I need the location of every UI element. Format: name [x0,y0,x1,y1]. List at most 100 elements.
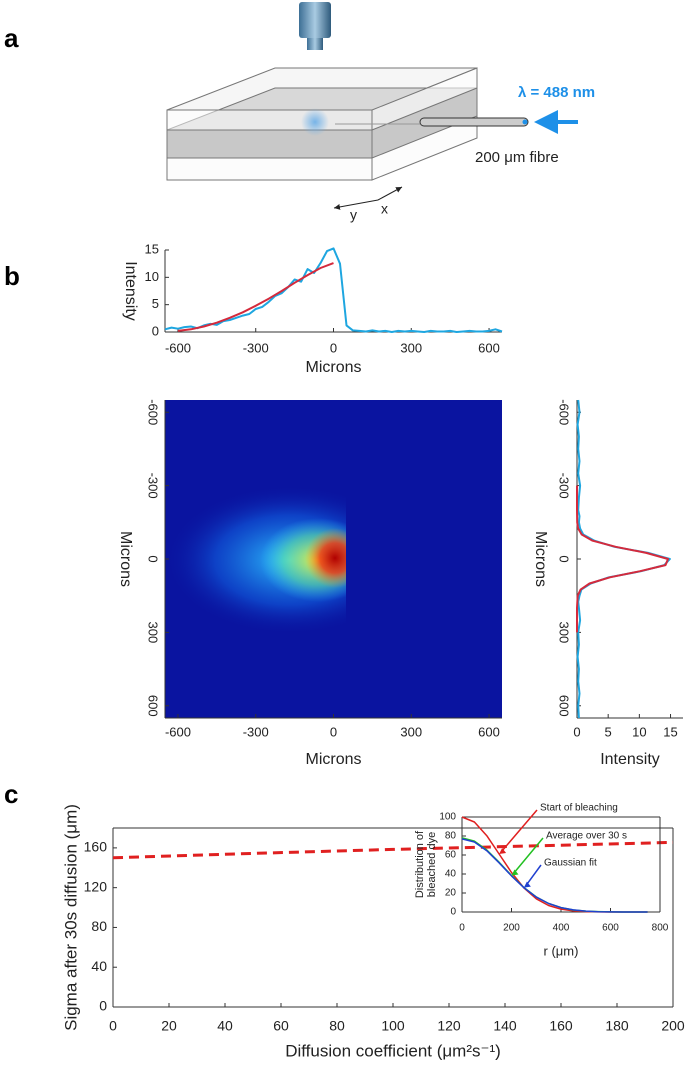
x-tick-label: 10 [632,724,646,739]
objective-tip [307,38,323,50]
beam-spot [301,108,329,136]
x-axis-label: Microns [305,751,361,768]
x-tick-label: 200 [503,923,520,934]
x-axis-label: Intensity [600,751,660,768]
y-tick-label: -300 [146,473,161,499]
x-tick-label: 0 [459,923,465,934]
y-tick-label: 5 [152,296,159,311]
y-axis-label: Intensity [122,261,139,321]
series-line [177,262,334,332]
x-tick-label: 300 [400,340,422,355]
series-line [164,247,503,333]
y-axis-label: bleached dye [426,832,438,897]
y-tick-label: 120 [84,878,108,894]
x-tick-label: 600 [602,923,619,934]
series-line [112,840,674,860]
y-tick-label: 0 [557,555,572,562]
heatmap-image [165,400,502,718]
y-tick-label: 100 [439,812,456,823]
y-tick-label: 0 [99,998,107,1014]
y-tick-label: 80 [91,918,107,934]
annotation-arrowhead [499,847,507,854]
x-tick-label: 140 [493,1018,517,1034]
y-tick-label: 160 [84,839,108,855]
y-tick-label: 40 [445,869,457,880]
series-line [576,485,669,633]
annotation: Average over 30 s [546,831,627,842]
y-tick-label: 600 [557,695,572,717]
y-tick-label: 15 [145,241,159,256]
y-tick-label: 80 [445,831,457,842]
y-tick-label: 40 [91,958,107,974]
annotation-arrowhead [523,881,531,888]
x-tick-label: 40 [217,1018,233,1034]
x-tick-label: 0 [330,724,337,739]
series-line [461,838,648,913]
fibre-label: 200 μm fibre [475,149,559,166]
x-tick-label: -300 [243,340,269,355]
y-tick-label: 0 [146,555,161,562]
axis-arrow [377,186,403,201]
panel-label: c [4,779,18,809]
y-tick-label: 0 [450,907,456,918]
annotation-arrow [525,864,542,887]
slab-front [166,129,373,159]
axis-label: x [381,201,388,217]
y-tick-label: -600 [146,399,161,425]
diagram [166,2,578,210]
heatmap-core [305,528,346,588]
x-tick-label: 0 [330,340,337,355]
x-axis-label: Microns [305,359,361,376]
y-tick-label: -300 [557,473,572,499]
annotation: Gaussian fit [544,858,597,869]
x-tick-label: 60 [273,1018,289,1034]
y-tick-label: 300 [557,622,572,644]
y-tick-label: 60 [445,850,457,861]
x-tick-label: 0 [109,1018,117,1034]
y-axis-label: Microns [117,531,134,587]
y-tick-label: 0 [152,323,159,338]
x-tick-label: 15 [663,724,677,739]
annotation-arrowhead [511,869,519,876]
x-tick-label: 800 [652,923,669,934]
axis-arrow [333,199,379,210]
y-axis-label: Distribution of [414,830,426,898]
x-tick-label: -600 [165,340,191,355]
y-axis-label: Microns [532,531,549,587]
y-tick-label: -600 [557,399,572,425]
x-tick-label: 160 [549,1018,573,1034]
y-tick-label: 600 [146,695,161,717]
x-tick-label: 200 [661,1018,685,1034]
y-tick-label: 300 [146,622,161,644]
x-axis-label: r (μm) [544,943,579,958]
objective [299,2,331,38]
x-tick-label: 600 [478,724,500,739]
x-tick-label: 20 [161,1018,177,1034]
series-line [576,399,671,719]
fibre [419,117,529,127]
x-tick-label: 400 [553,923,570,934]
annotation: Start of bleaching [540,803,618,814]
series-line [461,837,648,913]
axis-label: y [350,207,357,223]
panel-label: b [4,261,20,291]
x-tick-label: -300 [243,724,269,739]
y-tick-label: 10 [145,269,159,284]
y-tick-label: 20 [445,888,457,899]
x-tick-label: 5 [605,724,612,739]
x-tick-label: 0 [573,724,580,739]
panel-label: a [4,23,19,53]
x-tick-label: 80 [329,1018,345,1034]
x-tick-label: -600 [165,724,191,739]
x-tick-label: 100 [381,1018,405,1034]
fibre-tip [522,119,528,125]
wavelength-label: λ = 488 nm [518,84,595,101]
x-axis-label: Diffusion coefficient (μm²s⁻¹) [285,1041,501,1060]
x-tick-label: 600 [478,340,500,355]
x-tick-label: 180 [605,1018,629,1034]
x-tick-label: 300 [400,724,422,739]
annotation-arrow [512,837,544,874]
x-tick-label: 120 [437,1018,461,1034]
y-axis-label: Sigma after 30s diffusion (μm) [61,804,80,1031]
